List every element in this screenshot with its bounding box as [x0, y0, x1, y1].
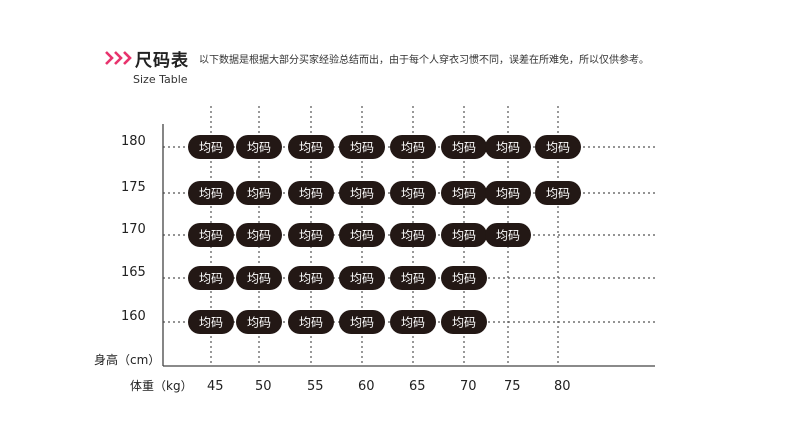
size-pill — [236, 135, 282, 159]
size-pill — [535, 135, 581, 159]
size-pill — [441, 266, 487, 290]
size-pill — [390, 266, 436, 290]
size-pill-label: 均码 — [247, 272, 271, 286]
size-pill — [390, 310, 436, 334]
size-pill-label: 均码 — [496, 141, 520, 155]
size-pill-label: 均码 — [401, 272, 425, 286]
size-pill — [339, 266, 385, 290]
size-pill-label: 均码 — [247, 187, 271, 201]
size-pill — [188, 223, 234, 247]
size-pill-label: 均码 — [546, 187, 570, 201]
x-tick-label: 70 — [460, 379, 477, 394]
x-axis-label: 体重（kg） — [130, 379, 193, 393]
size-pill — [339, 310, 385, 334]
size-pill-label: 均码 — [199, 187, 223, 201]
size-pill — [339, 135, 385, 159]
x-tick-label: 50 — [255, 379, 272, 394]
size-pill-label: 均码 — [299, 229, 323, 243]
size-pill — [288, 135, 334, 159]
triple-arrow-icon — [105, 51, 132, 65]
size-pill — [339, 181, 385, 205]
y-tick-label: 165 — [121, 265, 146, 280]
y-tick-label: 160 — [121, 309, 146, 324]
size-pill — [441, 223, 487, 247]
size-pill-label: 均码 — [350, 316, 374, 330]
size-pill-label: 均码 — [401, 187, 425, 201]
size-pill — [236, 181, 282, 205]
x-tick-label: 80 — [554, 379, 571, 394]
size-pill — [188, 135, 234, 159]
size-pill — [390, 181, 436, 205]
size-pill-label: 均码 — [496, 187, 520, 201]
size-pill-label: 均码 — [452, 229, 476, 243]
y-tick-label: 175 — [121, 180, 146, 195]
x-tick-label: 75 — [504, 379, 521, 394]
size-pill — [441, 135, 487, 159]
x-tick-label: 55 — [307, 379, 324, 394]
size-pill-label: 均码 — [247, 141, 271, 155]
size-pill — [236, 223, 282, 247]
size-pill-label: 均码 — [299, 141, 323, 155]
size-pill — [441, 181, 487, 205]
size-pill-label: 均码 — [247, 316, 271, 330]
size-pill — [390, 223, 436, 247]
size-pill — [339, 223, 385, 247]
size-pill-label: 均码 — [350, 272, 374, 286]
size-pill-label: 均码 — [350, 229, 374, 243]
size-pill-label: 均码 — [401, 316, 425, 330]
x-tick-label: 65 — [409, 379, 426, 394]
size-pill — [288, 181, 334, 205]
size-pill — [188, 181, 234, 205]
size-pill — [236, 266, 282, 290]
page-subtitle: Size Table — [133, 73, 188, 86]
x-tick-label: 60 — [358, 379, 375, 394]
size-pill-label: 均码 — [401, 229, 425, 243]
size-pill-label: 均码 — [299, 187, 323, 201]
size-pill-label: 均码 — [546, 141, 570, 155]
size-pill — [535, 181, 581, 205]
page-title: 尺码表 — [135, 51, 189, 71]
size-pill-label: 均码 — [199, 316, 223, 330]
size-pill — [288, 310, 334, 334]
size-note: 以下数据是根据大部分买家经验总结而出，由于每个人穿衣习惯不同，误差在所难免，所以… — [199, 55, 649, 66]
size-pill-label: 均码 — [199, 229, 223, 243]
size-pill-label: 均码 — [199, 141, 223, 155]
size-pill — [288, 266, 334, 290]
size-pill — [390, 135, 436, 159]
size-pill-label: 均码 — [247, 229, 271, 243]
x-tick-label: 45 — [207, 379, 224, 394]
size-pill-label: 均码 — [452, 187, 476, 201]
size-pill-label: 均码 — [299, 316, 323, 330]
size-pill — [188, 310, 234, 334]
size-pill — [485, 135, 531, 159]
size-pill-label: 均码 — [452, 141, 476, 155]
size-pill-label: 均码 — [401, 141, 425, 155]
size-pill-label: 均码 — [350, 187, 374, 201]
size-table-header: 尺码表 以下数据是根据大部分买家经验总结而出，由于每个人穿衣习惯不同，误差在所难… — [105, 46, 765, 86]
y-axis-label: 身高（cm） — [94, 352, 160, 367]
size-pill-label: 均码 — [452, 316, 476, 330]
size-pill — [485, 223, 531, 247]
size-pill-label: 均码 — [299, 272, 323, 286]
size-pill-label: 均码 — [452, 272, 476, 286]
y-tick-label: 170 — [121, 222, 146, 237]
size-pill-label: 均码 — [199, 272, 223, 286]
size-pill-label: 均码 — [350, 141, 374, 155]
size-pill — [485, 181, 531, 205]
size-pill — [441, 310, 487, 334]
size-pill — [288, 223, 334, 247]
size-pill — [188, 266, 234, 290]
size-pill — [236, 310, 282, 334]
size-pill-label: 均码 — [496, 229, 520, 243]
y-tick-label: 180 — [121, 134, 146, 149]
